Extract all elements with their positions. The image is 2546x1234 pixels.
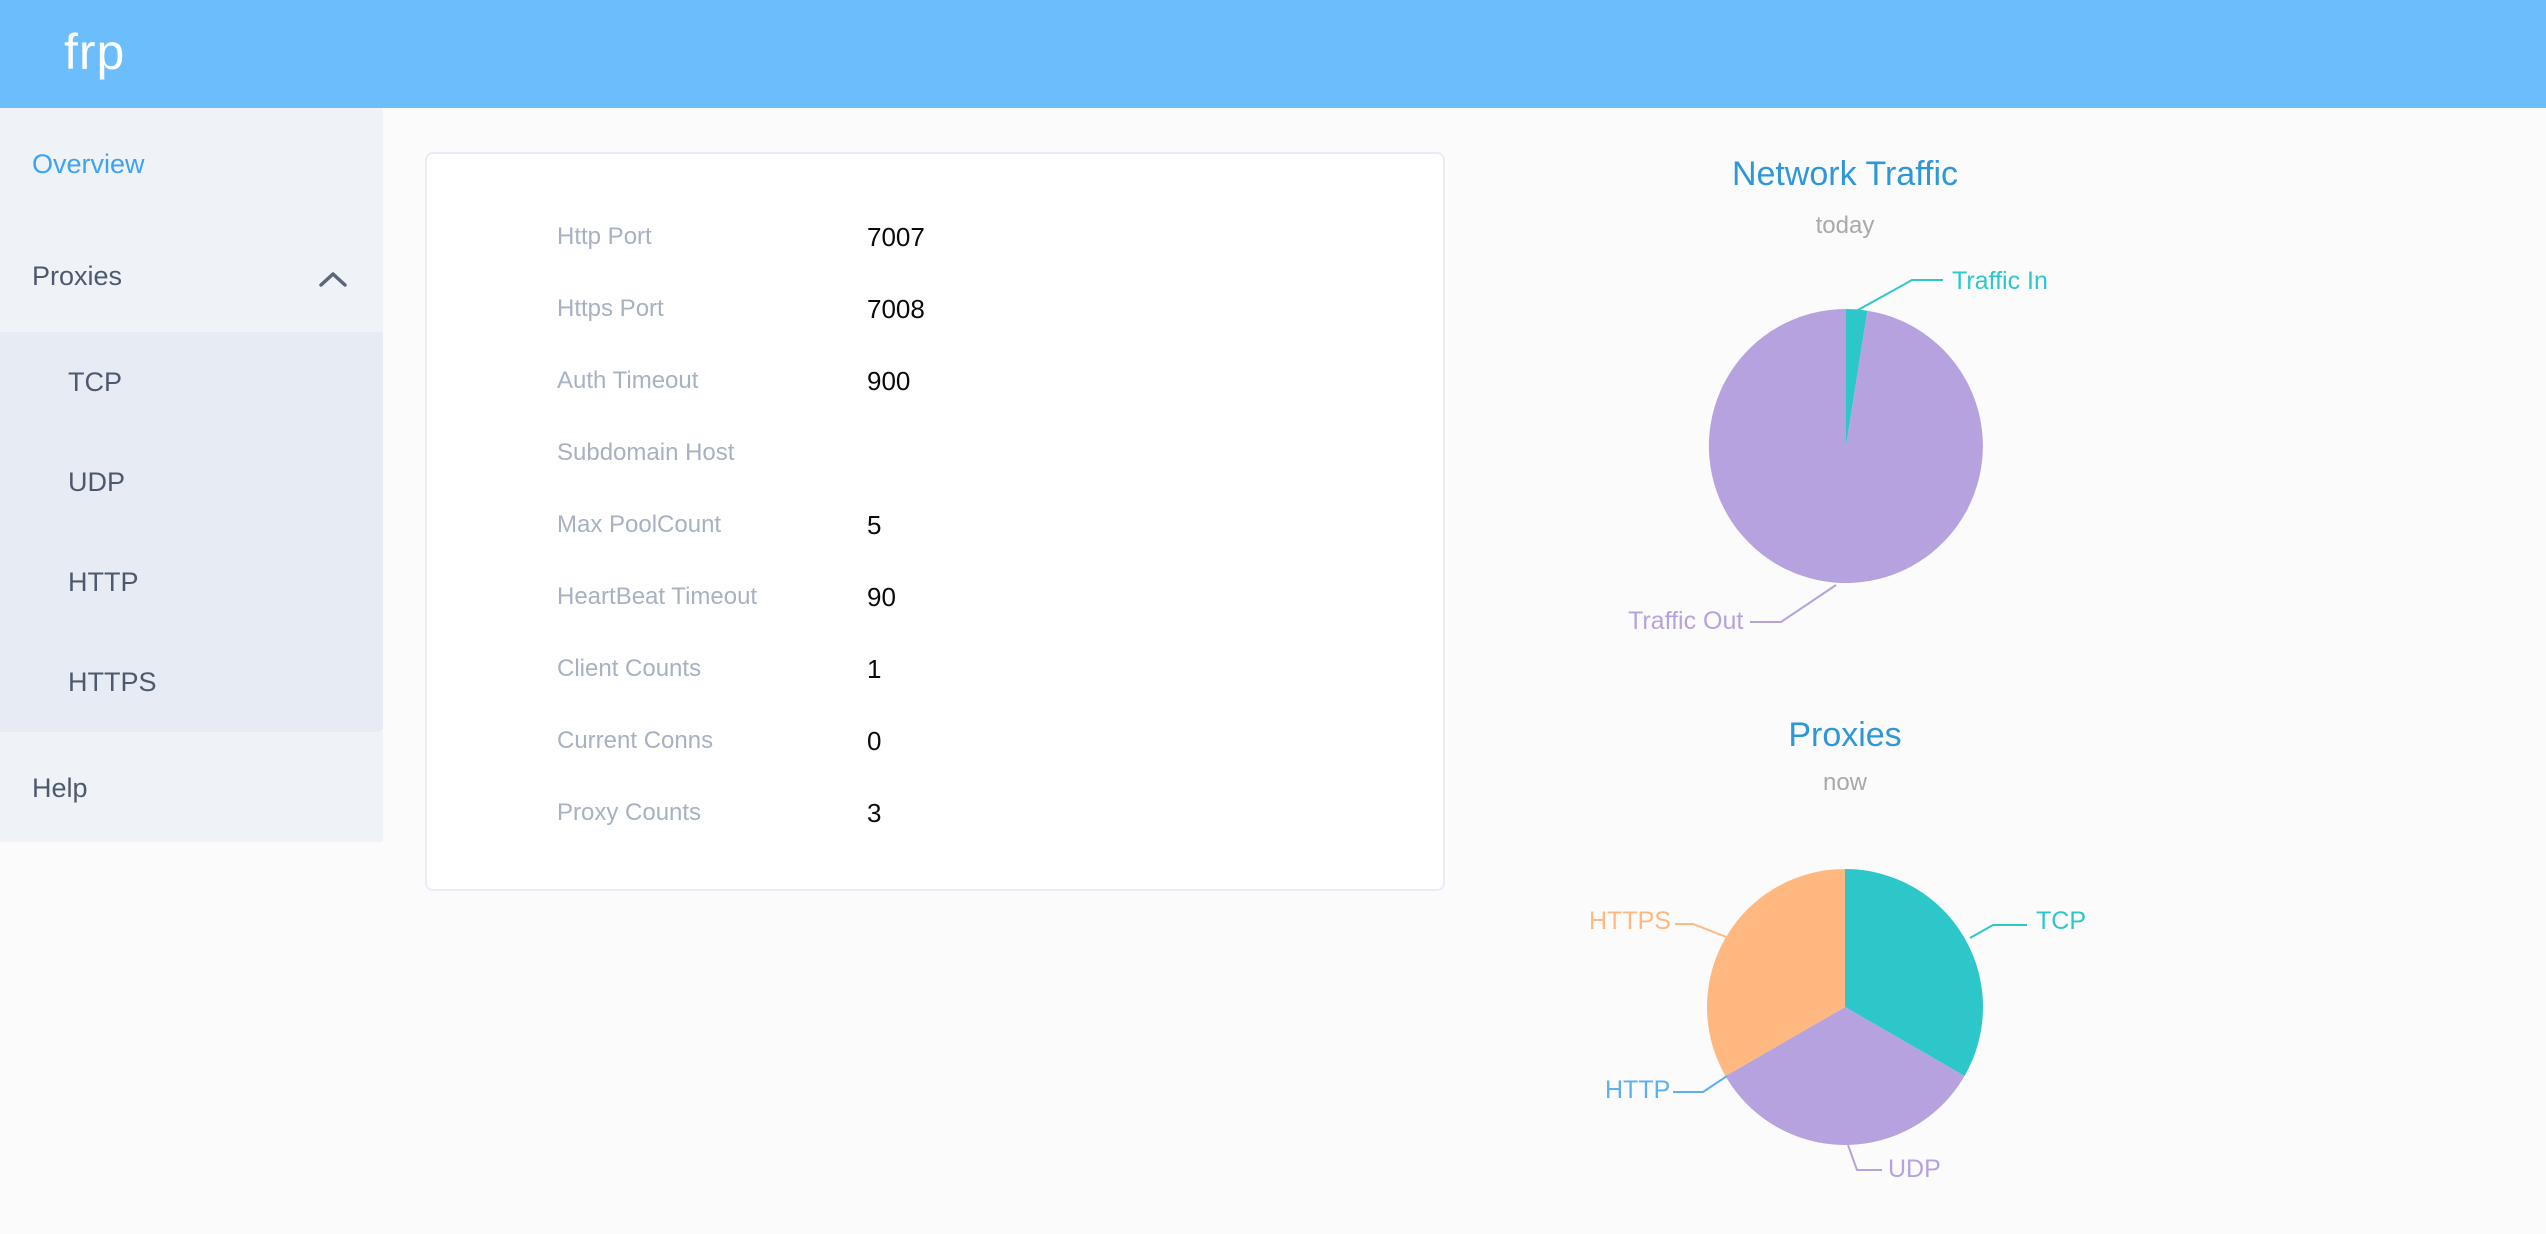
- leader-line-https: [1675, 923, 1730, 939]
- leader-line-traffic-in: [1857, 279, 1943, 311]
- sidebar-item-http-label: HTTP: [68, 567, 139, 597]
- table-row: Auth Timeout 900: [427, 345, 1443, 417]
- row-label: Proxy Counts: [557, 799, 702, 826]
- table-row: Client Counts 1: [427, 633, 1443, 705]
- row-value: 5: [867, 509, 882, 540]
- sidebar-item-https[interactable]: HTTPS: [0, 632, 383, 732]
- leader-line-traffic-out: [1750, 584, 1837, 623]
- pie-slice-udp[interactable]: [1725, 1007, 1965, 1145]
- sidebar-item-overview-label: Overview: [32, 149, 145, 179]
- app-logo: frp: [64, 24, 126, 80]
- pie-label-https: HTTPS: [1589, 907, 1671, 935]
- proxies-chart-title: Proxies: [1788, 716, 1902, 754]
- sidebar-item-http[interactable]: HTTP: [0, 532, 383, 632]
- row-label: Http Port: [557, 223, 652, 250]
- table-row: Max PoolCount 5: [427, 489, 1443, 561]
- table-row: Proxy Counts 3: [427, 777, 1443, 849]
- row-value: 3: [867, 797, 882, 828]
- row-label: Subdomain Host: [557, 439, 735, 466]
- pie-label-http: HTTP: [1605, 1076, 1671, 1104]
- sidebar-item-proxies[interactable]: Proxies: [0, 246, 383, 306]
- sidebar: Overview Proxies TCP UDP HTTP HTTPS Help: [0, 108, 383, 842]
- pie-slice-traffic-out[interactable]: [1708, 308, 1983, 583]
- pie-label-traffic-out: Traffic Out: [1628, 607, 1744, 635]
- app-header: frp: [0, 0, 2546, 108]
- proxies-chart-subtitle: now: [1822, 769, 1868, 796]
- pie-slice-tcp[interactable]: [1845, 869, 1983, 1076]
- pie-label-udp: UDP: [1888, 1155, 1941, 1183]
- sidebar-item-overview[interactable]: Overview: [0, 134, 383, 194]
- row-value: 1: [867, 653, 882, 684]
- pie-label-traffic-in: Traffic In: [1952, 267, 2048, 295]
- table-row: Http Port 7007: [427, 201, 1443, 273]
- row-label: Https Port: [557, 295, 664, 322]
- table-row: Subdomain Host: [427, 417, 1443, 489]
- row-label: HeartBeat Timeout: [557, 583, 758, 610]
- sidebar-item-proxies-label: Proxies: [32, 261, 123, 291]
- pie-slice-traffic-in[interactable]: [1846, 309, 1868, 446]
- proxies-pie-chart: [1673, 869, 2027, 1171]
- sidebar-item-tcp[interactable]: TCP: [0, 332, 383, 432]
- row-value: 0: [867, 725, 882, 756]
- server-info-card: Http Port 7007 Https Port 7008 Auth Time…: [425, 152, 1445, 891]
- row-value: 900: [867, 365, 911, 396]
- sidebar-item-help[interactable]: Help: [0, 758, 383, 818]
- pie-label-tcp: TCP: [2036, 907, 2086, 935]
- sidebar-item-help-label: Help: [32, 773, 88, 803]
- pie-slice-https[interactable]: [1707, 869, 1845, 1076]
- sidebar-item-tcp-label: TCP: [68, 367, 122, 397]
- sidebar-item-udp-label: UDP: [68, 467, 126, 497]
- table-row: HeartBeat Timeout 90: [427, 561, 1443, 633]
- sidebar-item-https-label: HTTPS: [68, 667, 157, 697]
- table-row: Https Port 7008: [427, 273, 1443, 345]
- sidebar-proxies-submenu: TCP UDP HTTP HTTPS: [0, 332, 383, 732]
- row-value: 7007: [867, 221, 925, 252]
- row-label: Client Counts: [557, 655, 702, 682]
- row-label: Current Conns: [557, 727, 714, 754]
- row-label: Auth Timeout: [557, 367, 699, 394]
- chevron-up-icon[interactable]: [318, 270, 348, 288]
- leader-line-http: [1673, 1075, 1728, 1093]
- row-value: 7008: [867, 293, 925, 324]
- network-traffic-pie-chart: [1708, 279, 1983, 623]
- leader-line-tcp: [1969, 924, 2027, 939]
- leader-line-udp: [1847, 1144, 1882, 1171]
- network-traffic-subtitle: today: [1815, 212, 1875, 239]
- network-traffic-title: Network Traffic: [1731, 155, 1959, 193]
- sidebar-item-udp[interactable]: UDP: [0, 432, 383, 532]
- row-label: Max PoolCount: [557, 511, 722, 538]
- row-value: 90: [867, 581, 896, 612]
- table-row: Current Conns 0: [427, 705, 1443, 777]
